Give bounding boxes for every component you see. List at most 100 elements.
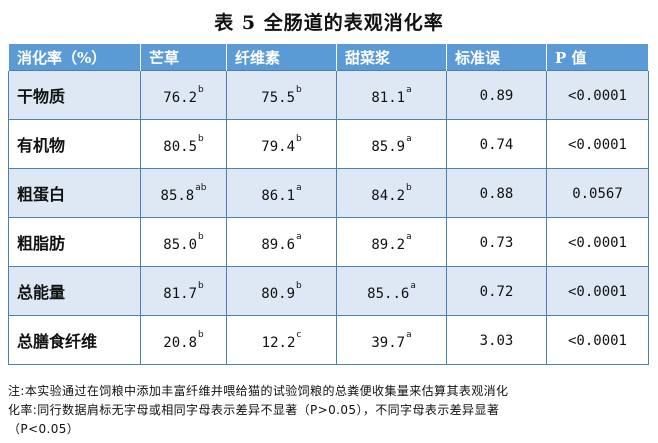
cell-value: <0.0001 <box>567 284 627 300</box>
footnote-line: 化率:同行数据肩标无字母或相同字母表示差异不显著（P>0.05），不同字母表示差… <box>8 403 500 417</box>
cell-value: 81.1 <box>371 89 406 106</box>
row-label: 粗蛋白 <box>8 168 141 218</box>
superscript-letter: a <box>406 84 412 95</box>
cell-value: <0.0001 <box>567 333 627 349</box>
cell-value: <0.0001 <box>567 137 627 153</box>
table-cell: 12.2c <box>226 315 337 365</box>
cell-value: 85.0 <box>163 236 197 253</box>
superscript-letter: b <box>296 133 302 144</box>
column-header: P 值 <box>546 44 649 71</box>
cell-value: 80.9 <box>261 285 295 302</box>
table-cell: 0.74 <box>446 119 547 169</box>
cell-value: 0.74 <box>479 137 514 153</box>
superscript-letter: ab <box>195 182 207 193</box>
cell-value: 3.03 <box>479 333 514 349</box>
table-cell: 20.8b <box>140 315 227 365</box>
cell-value: 39.7 <box>371 334 406 351</box>
superscript-letter: a <box>406 231 412 242</box>
cell-value: 81.7 <box>163 285 197 302</box>
table-cell: 75.5b <box>226 70 337 120</box>
column-header: 甜菜浆 <box>336 44 447 71</box>
table-cell: 80.9b <box>226 266 337 316</box>
footnote-line: 注:本实验通过在饲粮中添加丰富纤维并喂给猫的试验饲粮的总粪便收集量来估算其表观消… <box>8 384 509 398</box>
superscript-letter: a <box>406 133 412 144</box>
table-cell: <0.0001 <box>546 217 649 267</box>
superscript-letter: a <box>296 231 302 242</box>
cell-value: 89.6 <box>261 236 296 253</box>
table-cell: 85.8ab <box>140 168 227 218</box>
superscript-letter: b <box>406 182 412 193</box>
cell-value: 79.4 <box>261 138 295 155</box>
table-cell: 0.73 <box>446 217 547 267</box>
table-cell: 0.89 <box>446 70 547 120</box>
cell-value: 84.2 <box>371 187 405 204</box>
table-cell: <0.0001 <box>546 70 649 120</box>
table-cell: 79.4b <box>226 119 337 169</box>
row-label: 总膳食纤维 <box>8 315 141 365</box>
column-header: 消化率（%） <box>8 44 141 71</box>
superscript-letter: a <box>296 182 302 193</box>
superscript-letter: b <box>296 280 302 291</box>
cell-value: 86.1 <box>261 187 296 204</box>
table-cell: <0.0001 <box>546 315 649 365</box>
table-cell: 85..6a <box>336 266 447 316</box>
table-cell: 89.6a <box>226 217 337 267</box>
table-cell: 80.5b <box>140 119 227 169</box>
superscript-letter: b <box>198 133 204 144</box>
cell-value: 0.0567 <box>572 186 623 202</box>
table-cell: 85.0b <box>140 217 227 267</box>
cell-value: 20.8 <box>163 334 197 351</box>
superscript-letter: b <box>198 231 204 242</box>
table-footnote: 注:本实验通过在饲粮中添加丰富纤维并喂给猫的试验饲粮的总粪便收集量来估算其表观消… <box>8 382 654 439</box>
superscript-letter: b <box>198 329 204 340</box>
footnote-line: （P<0.05） <box>8 422 80 436</box>
table-cell: 39.7a <box>336 315 447 365</box>
table-cell: 85.9a <box>336 119 447 169</box>
cell-value: 0.73 <box>479 235 514 251</box>
cell-value: 0.88 <box>479 186 514 202</box>
cell-value: 85..6 <box>367 285 410 302</box>
table-row: 干物质 76.2b 75.5b 81.1a 0.89 <0.0001 <box>8 70 649 120</box>
table-title: 表 5 全肠道的表观消化率 <box>214 12 444 34</box>
table-row: 粗蛋白 85.8ab 86.1a 84.2b 0.88 0.0567 <box>8 168 649 218</box>
superscript-letter: b <box>198 280 204 291</box>
cell-value: <0.0001 <box>567 88 627 104</box>
header-row: 消化率（%） 芒草 纤维素 甜菜浆 标准误 P 值 <box>8 44 649 71</box>
cell-value: 75.5 <box>261 89 295 106</box>
table-row: 总膳食纤维 20.8b 12.2c 39.7a 3.03 <0.0001 <box>8 315 649 365</box>
column-header: 纤维素 <box>226 44 337 71</box>
cell-value: 85.8 <box>160 187 195 204</box>
table-cell: <0.0001 <box>546 119 649 169</box>
cell-value: 89.2 <box>371 236 406 253</box>
table-cell: 89.2a <box>336 217 447 267</box>
superscript-letter: c <box>296 329 302 340</box>
table-cell: 86.1a <box>226 168 337 218</box>
table-row: 有机物 80.5b 79.4b 85.9a 0.74 <0.0001 <box>8 119 649 169</box>
table-cell: 81.1a <box>336 70 447 120</box>
digestibility-table: 消化率（%） 芒草 纤维素 甜菜浆 标准误 P 值 干物质 76.2b 75.5… <box>8 44 649 365</box>
superscript-letter: b <box>198 84 204 95</box>
row-label: 总能量 <box>8 266 141 316</box>
cell-value: 0.89 <box>479 88 514 104</box>
table-cell: 84.2b <box>336 168 447 218</box>
cell-value: 12.2 <box>261 334 296 351</box>
cell-value: 76.2 <box>163 89 197 106</box>
row-label: 干物质 <box>8 70 141 120</box>
table-cell: 81.7b <box>140 266 227 316</box>
table-cell: 0.88 <box>446 168 547 218</box>
cell-value: <0.0001 <box>567 235 627 251</box>
table-cell: 76.2b <box>140 70 227 120</box>
table-row: 总能量 81.7b 80.9b 85..6a 0.72 <0.0001 <box>8 266 649 316</box>
table-cell: 3.03 <box>446 315 547 365</box>
cell-value: 85.9 <box>371 138 406 155</box>
column-header: 芒草 <box>140 44 227 71</box>
superscript-letter: a <box>410 280 416 291</box>
table-cell: 0.72 <box>446 266 547 316</box>
superscript-letter: a <box>406 329 412 340</box>
cell-value: 80.5 <box>163 138 197 155</box>
table-cell: 0.0567 <box>546 168 649 218</box>
row-label: 粗脂肪 <box>8 217 141 267</box>
cell-value: 0.72 <box>479 284 514 300</box>
superscript-letter: b <box>296 84 302 95</box>
table-cell: <0.0001 <box>546 266 649 316</box>
